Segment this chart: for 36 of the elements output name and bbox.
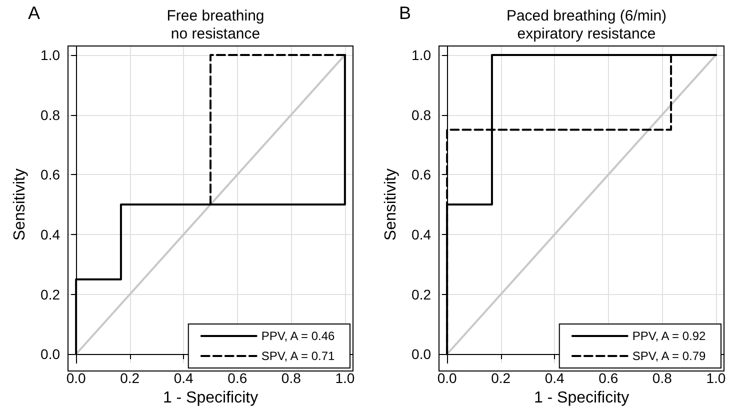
x-axis-title: 1 - Specificity: [162, 390, 258, 406]
x-tick-label: 0.2: [120, 370, 140, 386]
x-tick-label: 0.8: [281, 370, 302, 386]
y-tick-label: 0.6: [40, 166, 60, 183]
y-tick-label: 0.2: [412, 286, 432, 302]
y-tick-label: 1.0: [40, 46, 60, 63]
text: B: [399, 3, 412, 23]
legend-label: SPV, A = 0.79: [632, 349, 706, 363]
x-tick-label: 1.0: [335, 370, 355, 386]
x-tick-label: 0.8: [652, 370, 672, 386]
legend-label: PPV, A = 0.46: [261, 329, 335, 343]
y-tick-label: 0.8: [412, 106, 432, 123]
chart-title: Free breathing no resistance: [166, 8, 264, 42]
y-tick-label: 0.4: [40, 226, 60, 242]
x-tick-label: 0.6: [598, 370, 618, 386]
x-tick-label: 0.4: [544, 370, 565, 386]
text: A: [28, 3, 40, 23]
x-tick-label: 0.0: [66, 370, 86, 386]
x-tick-label: 0.6: [228, 370, 248, 386]
y-tick-label: 1.0: [412, 46, 432, 63]
legend-label: PPV, A = 0.92: [632, 329, 706, 343]
x-tick-label: 0.2: [491, 370, 511, 386]
chart-title: Paced breathing (6/min) expiratory resistance: [506, 8, 667, 42]
x-tick-label: 1.0: [706, 370, 726, 386]
y-axis-title: Sensitivity: [12, 168, 28, 241]
y-tick-label: 0.2: [40, 286, 60, 302]
y-axis-title: Sensitivity: [382, 168, 400, 241]
y-tick-label: 0.8: [40, 106, 60, 123]
legend-label: SPV, A = 0.71: [261, 349, 335, 363]
y-tick-label: 0.0: [40, 346, 60, 362]
x-tick-label: 0.0: [437, 370, 458, 386]
y-tick-label: 0.0: [412, 346, 432, 362]
y-tick-label: 0.4: [412, 226, 432, 242]
y-tick-label: 0.6: [412, 166, 432, 183]
x-axis-title: 1 - Specificity: [534, 390, 630, 406]
x-tick-label: 0.4: [174, 370, 194, 386]
